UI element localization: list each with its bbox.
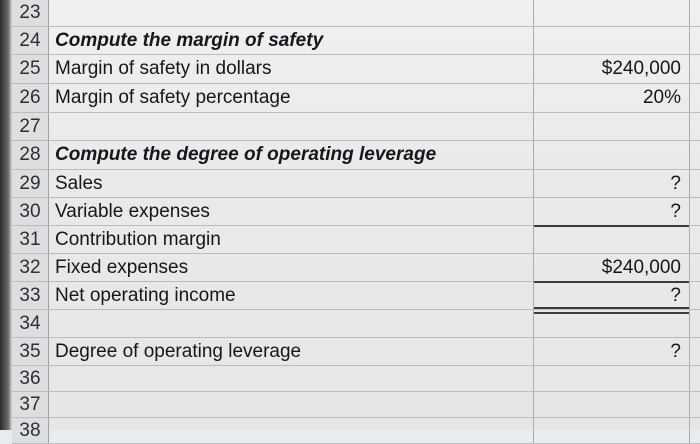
row-31: 31 Contribution margin [12, 225, 700, 254]
empty-cell[interactable] [690, 226, 700, 253]
section-heading-operating-leverage[interactable]: Compute the degree of operating leverage [49, 141, 534, 169]
variable-expenses-cell[interactable]: ? [534, 198, 690, 225]
row-header[interactable]: 38 [12, 418, 49, 443]
value-cell[interactable] [534, 27, 690, 54]
label-cell[interactable] [49, 113, 534, 140]
row-27: 27 [12, 113, 700, 141]
row-header[interactable]: 34 [12, 310, 49, 337]
row-24: 24 Compute the margin of safety [12, 27, 700, 55]
row-32: 32 Fixed expenses $240,000 [12, 254, 700, 282]
label-cell[interactable] [49, 310, 534, 337]
row-23: 23 [12, 0, 700, 27]
label-cell[interactable]: Contribution margin [49, 226, 534, 253]
row-26: 26 Margin of safety percentage 20% [12, 84, 700, 113]
row-35: 35 Degree of operating leverage ? [12, 338, 700, 366]
empty-cell[interactable] [690, 198, 700, 225]
value-cell[interactable] [534, 0, 690, 26]
row-header[interactable]: 25 [12, 55, 49, 83]
value-cell[interactable] [534, 113, 690, 140]
empty-cell[interactable] [690, 141, 700, 169]
empty-cell[interactable] [690, 254, 700, 281]
label-cell[interactable]: Sales [49, 170, 534, 197]
margin-of-safety-dollars-cell[interactable]: $240,000 [534, 55, 690, 83]
label-cell[interactable]: Variable expenses [49, 198, 534, 225]
label-cell[interactable]: Net operating income [49, 282, 534, 309]
empty-cell[interactable] [690, 418, 700, 443]
row-header[interactable]: 24 [12, 27, 49, 54]
row-header[interactable]: 28 [12, 141, 49, 169]
empty-cell[interactable] [690, 84, 700, 112]
row-header[interactable]: 33 [12, 282, 49, 309]
value-cell[interactable] [534, 392, 690, 417]
net-operating-income-cell[interactable]: ? [534, 281, 690, 314]
row-header[interactable]: 32 [12, 254, 49, 281]
row-36: 36 [12, 366, 700, 392]
row-33: 33 Net operating income ? [12, 281, 700, 314]
row-37: 37 [12, 392, 700, 418]
row-header[interactable]: 30 [12, 198, 49, 225]
sales-cell[interactable]: ? [534, 170, 690, 197]
row-30: 30 Variable expenses ? [12, 198, 700, 226]
row-header[interactable]: 31 [12, 226, 49, 253]
contribution-margin-cell[interactable] [534, 225, 690, 253]
value-cell[interactable] [534, 418, 690, 443]
label-cell[interactable]: Fixed expenses [49, 254, 534, 281]
empty-cell[interactable] [690, 170, 700, 197]
section-heading-margin-of-safety[interactable]: Compute the margin of safety [49, 27, 534, 54]
label-cell[interactable]: Margin of safety in dollars [49, 55, 534, 83]
row-28: 28 Compute the degree of operating lever… [12, 141, 700, 170]
empty-cell[interactable] [690, 282, 700, 309]
empty-cell[interactable] [690, 366, 700, 391]
label-cell[interactable] [49, 418, 534, 443]
row-25: 25 Margin of safety in dollars $240,000 [12, 55, 700, 84]
screen-edge [0, 0, 12, 430]
row-header[interactable]: 35 [12, 338, 49, 365]
label-cell[interactable]: Margin of safety percentage [49, 84, 534, 112]
empty-cell[interactable] [690, 310, 700, 337]
value-cell[interactable] [534, 141, 690, 169]
empty-cell[interactable] [690, 392, 700, 417]
label-cell[interactable] [49, 0, 534, 26]
empty-cell[interactable] [690, 338, 700, 365]
empty-cell[interactable] [690, 27, 700, 54]
empty-cell[interactable] [690, 55, 700, 83]
label-cell[interactable]: Degree of operating leverage [49, 338, 534, 365]
row-header[interactable]: 27 [12, 113, 49, 140]
empty-cell[interactable] [690, 113, 700, 140]
value-cell[interactable] [534, 310, 690, 337]
label-cell[interactable] [49, 392, 534, 417]
margin-of-safety-percentage-cell[interactable]: 20% [534, 84, 690, 112]
row-38: 38 [12, 418, 700, 444]
row-header[interactable]: 26 [12, 84, 49, 112]
row-29: 29 Sales ? [12, 170, 700, 198]
fixed-expenses-cell[interactable]: $240,000 [534, 254, 690, 281]
row-header[interactable]: 23 [12, 0, 49, 26]
label-cell[interactable] [49, 366, 534, 391]
value-cell[interactable] [534, 366, 690, 391]
empty-cell[interactable] [690, 0, 700, 26]
row-34: 34 [12, 310, 700, 338]
row-header[interactable]: 29 [12, 170, 49, 197]
row-header[interactable]: 37 [12, 392, 49, 417]
row-header[interactable]: 36 [12, 366, 49, 391]
degree-of-operating-leverage-cell[interactable]: ? [534, 338, 690, 365]
